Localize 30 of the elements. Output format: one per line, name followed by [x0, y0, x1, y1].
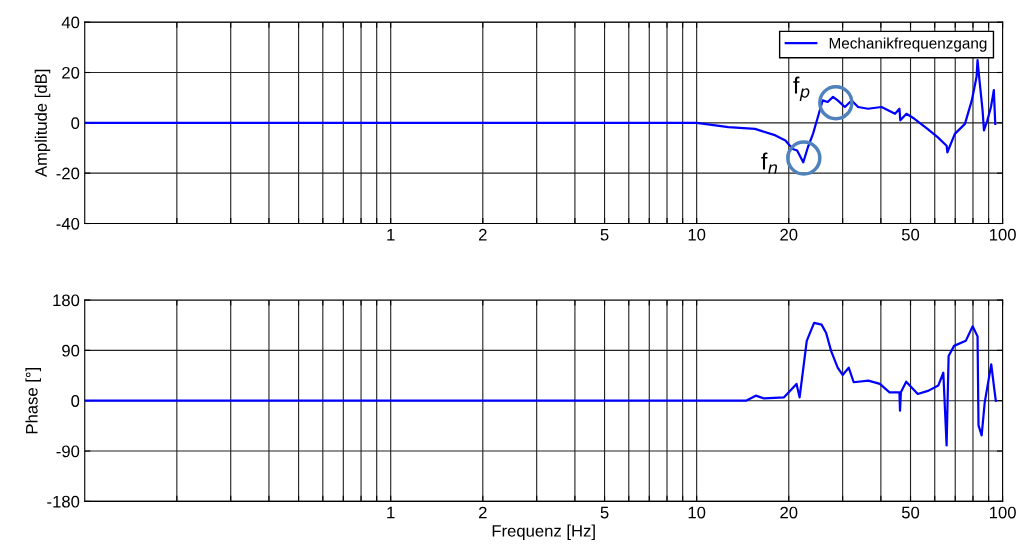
- x-axis-title: Frequenz [Hz]: [492, 524, 595, 541]
- y-tick-label: 0: [71, 395, 80, 407]
- x-tick-label: 1: [387, 228, 395, 241]
- y-tick-label: 20: [62, 66, 80, 79]
- x-tick-label: 1: [387, 506, 395, 519]
- y-tick-label: -20: [56, 167, 80, 180]
- y-tick-label: -90: [56, 445, 80, 458]
- x-tick-label: 50: [901, 506, 920, 519]
- x-tick-label: 20: [780, 228, 798, 241]
- y-tick-label: 90: [62, 344, 80, 357]
- x-tick-label: 2: [479, 506, 487, 519]
- x-tick-label: 100: [989, 228, 1016, 241]
- x-tick-label: 10: [688, 228, 706, 241]
- y-axis-title: Amplitude [dB]: [34, 69, 51, 177]
- x-tick-label: 10: [688, 506, 706, 519]
- annotation: f$_{n}$: [761, 152, 778, 174]
- annotation: f$_{p}$: [793, 76, 810, 101]
- y-axis-title: Phase [°]: [25, 367, 41, 434]
- x-tick-label: 100: [989, 506, 1016, 519]
- x-tick-label: 2: [479, 228, 487, 241]
- y-tick-label: 180: [53, 294, 80, 307]
- x-tick-label: 50: [901, 228, 920, 241]
- y-tick-label: -180: [47, 495, 80, 508]
- x-tick-label: 20: [780, 506, 798, 519]
- y-tick-label: -40: [56, 217, 80, 230]
- legend-label: Mechanikfrequenzgang: [829, 37, 987, 52]
- x-tick-label: 5: [600, 228, 609, 241]
- x-tick-label: 5: [600, 506, 609, 519]
- y-tick-label: 0: [71, 117, 80, 130]
- y-tick-label: 40: [61, 16, 80, 29]
